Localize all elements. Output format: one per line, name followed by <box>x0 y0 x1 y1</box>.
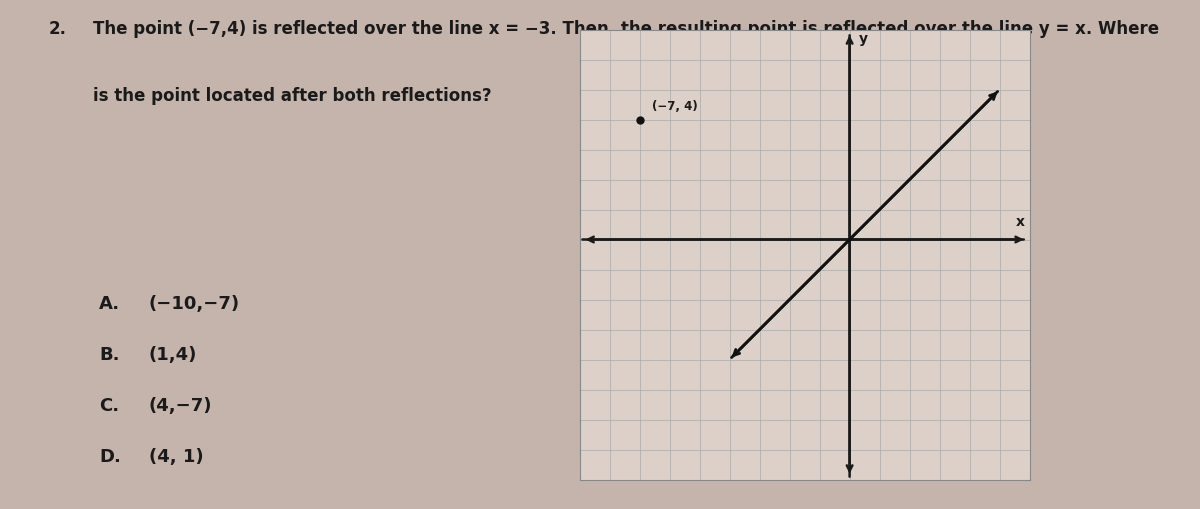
Text: A.: A. <box>98 295 120 313</box>
Text: B.: B. <box>98 346 119 364</box>
Text: C.: C. <box>98 397 119 415</box>
Text: (−7, 4): (−7, 4) <box>652 100 697 114</box>
Text: y: y <box>859 33 868 46</box>
Text: (−10,−7): (−10,−7) <box>149 295 240 313</box>
Text: x: x <box>1016 215 1025 229</box>
Text: is the point located after both reflections?: is the point located after both reflecti… <box>92 87 491 104</box>
Text: (4,−7): (4,−7) <box>149 397 212 415</box>
Text: (4, 1): (4, 1) <box>149 448 204 466</box>
Text: D.: D. <box>98 448 121 466</box>
Text: (1,4): (1,4) <box>149 346 197 364</box>
Text: The point (−7,4) is reflected over the line x = −3. Then, the resulting point is: The point (−7,4) is reflected over the l… <box>92 20 1159 38</box>
Text: 2.: 2. <box>49 20 67 38</box>
